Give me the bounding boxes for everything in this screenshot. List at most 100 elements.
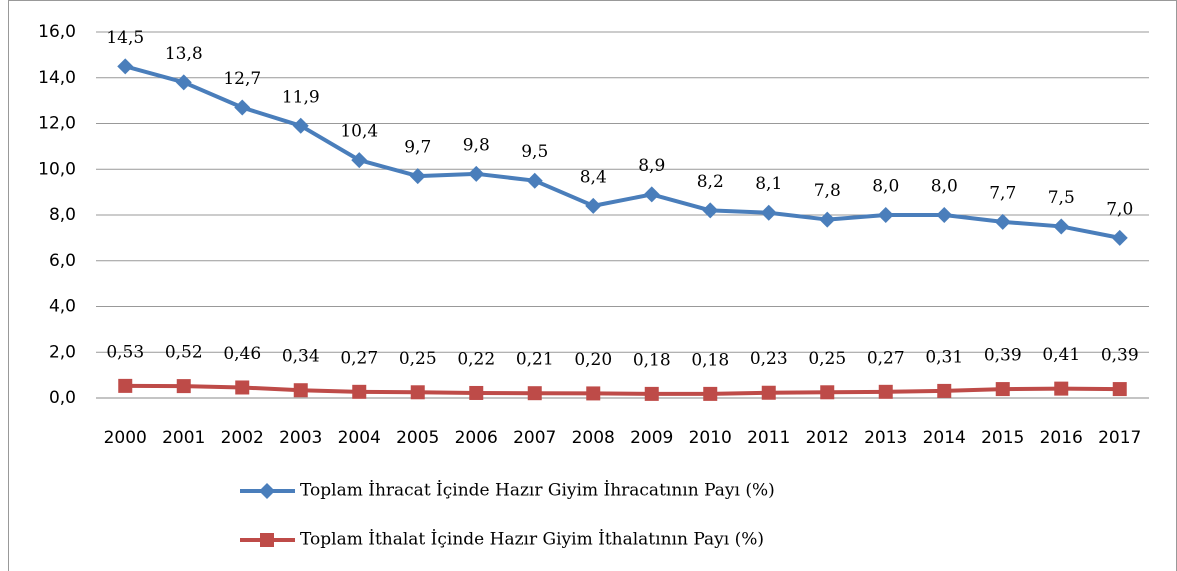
data-point xyxy=(526,172,543,189)
data-point xyxy=(293,383,308,398)
data-point xyxy=(117,58,134,75)
data-point xyxy=(877,207,894,223)
data-label: 0,18 xyxy=(633,350,671,370)
data-label: 8,4 xyxy=(580,167,607,187)
data-point xyxy=(1053,218,1070,235)
y-tick-label: 2,0 xyxy=(49,342,76,362)
data-label: 8,2 xyxy=(697,172,724,192)
data-label: 0,53 xyxy=(106,342,144,362)
x-tick-label: 2017 xyxy=(1098,428,1141,448)
data-label: 0,27 xyxy=(867,348,905,368)
legend-label: Toplam İhracat İçinde Hazır Giyim İhraca… xyxy=(300,480,775,501)
x-tick-label: 2012 xyxy=(806,428,849,448)
y-tick-label: 10,0 xyxy=(38,159,76,179)
data-point xyxy=(585,197,602,214)
y-tick-label: 8,0 xyxy=(49,205,76,225)
data-point xyxy=(994,213,1011,230)
data-point xyxy=(702,202,719,219)
legend-marker xyxy=(260,533,274,547)
data-label: 7,5 xyxy=(1048,188,1075,208)
x-tick-label: 2015 xyxy=(981,428,1024,448)
y-tick-label: 12,0 xyxy=(38,114,76,134)
data-point xyxy=(820,385,835,400)
data-label: 9,5 xyxy=(521,142,548,162)
x-tick-label: 2007 xyxy=(513,428,556,448)
x-tick-label: 2013 xyxy=(864,428,907,448)
data-point xyxy=(819,211,836,228)
data-label: 8,1 xyxy=(755,174,782,194)
x-tick-label: 2004 xyxy=(338,428,381,448)
x-tick-label: 2003 xyxy=(279,428,322,448)
y-tick-label: 16,0 xyxy=(38,22,76,42)
data-label: 8,0 xyxy=(872,177,899,197)
data-label: 0,23 xyxy=(750,349,788,369)
x-tick-label: 2010 xyxy=(689,428,732,448)
data-label: 0,27 xyxy=(340,348,378,368)
data-point xyxy=(1112,382,1127,397)
data-label: 8,0 xyxy=(931,177,958,197)
data-label: 0,25 xyxy=(399,349,437,369)
data-label: 7,7 xyxy=(989,183,1016,203)
data-label: 10,4 xyxy=(340,122,378,142)
data-label: 14,5 xyxy=(106,28,144,48)
y-tick-label: 4,0 xyxy=(49,297,76,317)
data-label: 0,41 xyxy=(1042,345,1080,365)
data-point xyxy=(352,384,367,399)
data-label: 13,8 xyxy=(165,44,203,64)
data-point xyxy=(644,386,659,401)
data-label: 12,7 xyxy=(223,69,261,89)
x-tick-label: 2014 xyxy=(923,428,966,448)
data-label: 0,34 xyxy=(282,347,320,367)
series-line xyxy=(125,383,1120,396)
data-point xyxy=(409,168,426,185)
data-point xyxy=(175,74,192,91)
data-point xyxy=(410,385,425,400)
data-label: 8,9 xyxy=(638,156,665,176)
data-point xyxy=(761,385,776,400)
data-point xyxy=(469,385,484,400)
x-tick-label: 2002 xyxy=(221,428,264,448)
data-label: 7,8 xyxy=(814,181,841,201)
data-label: 7,0 xyxy=(1106,199,1133,219)
data-label: 0,22 xyxy=(457,349,495,369)
data-point xyxy=(234,99,251,116)
x-tick-label: 2000 xyxy=(104,428,147,448)
data-label: 0,46 xyxy=(223,344,261,364)
x-tick-label: 2001 xyxy=(162,428,205,448)
data-label: 9,8 xyxy=(463,135,490,155)
data-point xyxy=(527,386,542,401)
series-line xyxy=(124,64,1121,240)
y-tick-label: 14,0 xyxy=(38,68,76,88)
data-label: 11,9 xyxy=(282,87,320,107)
data-point xyxy=(937,383,952,398)
data-label: 0,21 xyxy=(516,350,554,370)
data-point xyxy=(703,386,718,401)
data-point xyxy=(586,386,601,401)
y-tick-label: 0,0 xyxy=(49,388,76,408)
data-point xyxy=(176,379,191,394)
data-point xyxy=(936,207,953,223)
data-point xyxy=(1054,381,1069,396)
x-tick-label: 2005 xyxy=(396,428,439,448)
data-label: 0,25 xyxy=(808,349,846,369)
legend-label: Toplam İthalat İçinde Hazır Giyim İthala… xyxy=(300,529,764,550)
y-tick-label: 6,0 xyxy=(49,251,76,271)
data-label: 9,7 xyxy=(404,138,431,158)
data-point xyxy=(351,152,368,169)
data-label: 0,20 xyxy=(574,350,612,370)
x-tick-label: 2016 xyxy=(1040,428,1083,448)
data-point xyxy=(995,382,1010,397)
x-tick-label: 2008 xyxy=(572,428,615,448)
legend-marker xyxy=(259,483,275,499)
data-label: 0,39 xyxy=(1101,346,1139,366)
data-point xyxy=(468,165,485,182)
data-point xyxy=(760,204,777,221)
data-point xyxy=(878,384,893,399)
data-point xyxy=(118,378,133,393)
data-label: 0,52 xyxy=(165,343,203,363)
x-tick-label: 2011 xyxy=(747,428,790,448)
x-tick-label: 2009 xyxy=(630,428,673,448)
data-point xyxy=(235,380,250,395)
data-point xyxy=(643,186,660,203)
